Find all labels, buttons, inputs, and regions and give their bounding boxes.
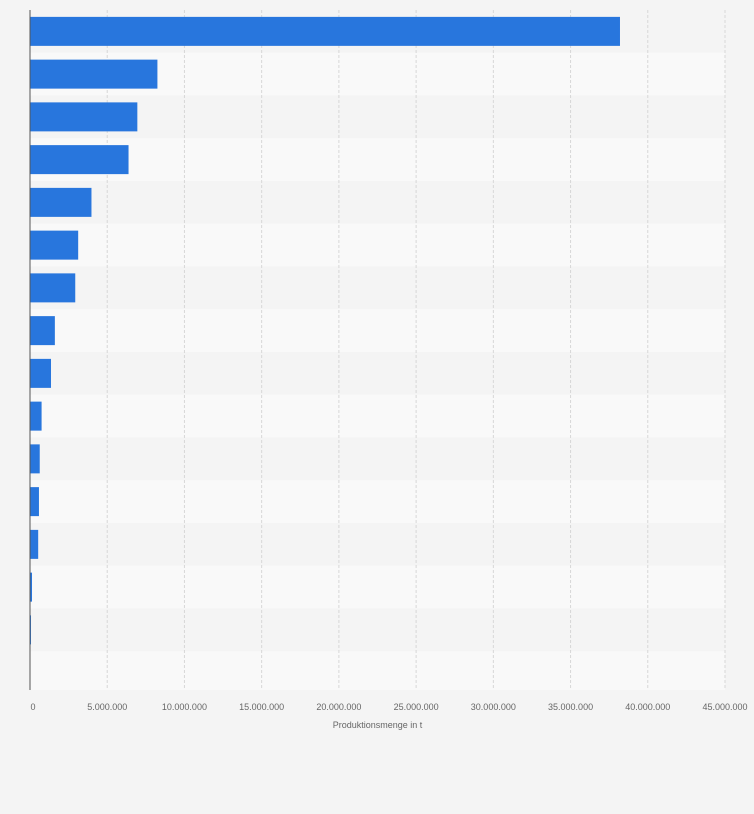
row-band [30, 394, 725, 438]
bar [30, 187, 92, 217]
x-tick-label: 25.000.000 [394, 702, 439, 712]
bar [30, 16, 620, 46]
x-tick-label: 40.000.000 [625, 702, 670, 712]
row-band [30, 266, 725, 310]
row-band [30, 480, 725, 523]
bars [30, 16, 620, 645]
row-band [30, 523, 725, 566]
x-tick-label: 0 [30, 702, 35, 712]
bar [30, 358, 52, 388]
x-tick-label: 35.000.000 [548, 702, 593, 712]
x-tick-label: 5.000.000 [87, 702, 127, 712]
bar [30, 487, 39, 517]
row-band [30, 309, 725, 352]
row-band [30, 608, 725, 652]
x-tick-label: 30.000.000 [471, 702, 516, 712]
row-band [30, 181, 725, 224]
bar [30, 529, 39, 559]
bar [30, 444, 40, 474]
x-tick-label: 15.000.000 [239, 702, 284, 712]
bar [30, 145, 129, 175]
row-band [30, 138, 725, 181]
x-tick-label: 10.000.000 [162, 702, 207, 712]
row-band [30, 565, 725, 609]
bar [30, 316, 55, 346]
x-tick-label: 20.000.000 [316, 702, 361, 712]
bar [30, 401, 42, 431]
bar [30, 59, 158, 89]
row-band [30, 95, 725, 139]
bar [30, 102, 138, 132]
bar [30, 230, 79, 260]
row-bands [30, 10, 725, 690]
row-band [30, 223, 725, 267]
bar [30, 273, 76, 303]
x-tick-label: 45.000.000 [702, 702, 747, 712]
gridlines [106, 10, 726, 690]
x-axis-title: Produktionsmenge in t [333, 720, 423, 730]
row-band [30, 437, 725, 481]
x-axis-ticks: 0 5.000.000 10.000.000 15.000.000 20.000.000… [30, 702, 747, 712]
row-band [30, 651, 725, 690]
bar [30, 572, 33, 602]
row-band [30, 352, 725, 395]
